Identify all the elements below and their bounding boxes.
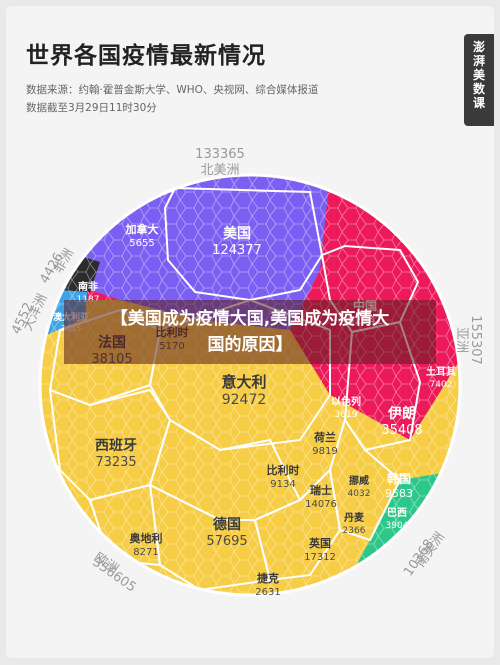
country-label: 比利时: [267, 463, 300, 477]
page-title: 世界各国疫情最新情况: [26, 43, 266, 69]
country-value: 9134: [270, 479, 295, 490]
country-label: 挪威: [349, 474, 369, 487]
country-value: 3619: [335, 410, 358, 420]
country-value: 2631: [255, 587, 280, 598]
country-label: 丹麦: [344, 511, 365, 524]
country-label: 加拿大: [125, 222, 159, 236]
brand-char: 美: [472, 68, 485, 82]
headline-banner: 【美国成为疫情大国,美国成为疫情大 国的原因】: [64, 300, 436, 364]
continent-label: 北美洲: [200, 163, 239, 178]
banner-line: 【美国成为疫情大国,美国成为疫情大: [110, 309, 390, 329]
brand-char: 湃: [472, 54, 485, 68]
continent-value: 155307: [468, 315, 483, 365]
country-label: 奥地利: [129, 531, 163, 545]
country-value: 124377: [212, 243, 262, 258]
country-value: 5655: [129, 238, 154, 249]
country-label: 韩国: [387, 471, 411, 486]
country-label: 土耳其: [426, 365, 456, 378]
chart-outline: [38, 173, 462, 597]
country-value: 8271: [133, 547, 158, 558]
country-label: 美国: [223, 225, 251, 242]
continent-value: 133365: [195, 147, 245, 162]
country-label: 荷兰: [313, 430, 336, 444]
country-value: 92472: [222, 392, 267, 408]
brand-badge: 澎 湃 美 数 课: [464, 34, 494, 126]
country-value: 35408: [381, 423, 422, 438]
brand-char: 数: [472, 82, 485, 96]
country-value: 57695: [206, 534, 247, 549]
country-label: 捷克: [257, 571, 279, 585]
country-label: 南非: [78, 280, 98, 293]
country-label: 英国: [308, 536, 331, 550]
data-source: 数据来源：约翰·霍普金斯大学、WHO、央视网、综合媒体报道: [26, 84, 319, 96]
country-value: 9583: [385, 487, 413, 500]
data-date: 数据截至3月29日11时30分: [26, 102, 157, 114]
continent-label: 亚洲: [454, 327, 469, 353]
country-value: 3904: [386, 521, 409, 531]
country-value: 7402: [430, 380, 453, 390]
country-label: 意大利: [221, 373, 266, 391]
brand-char: 澎: [472, 40, 485, 54]
country-value: 9819: [312, 446, 337, 457]
country-value: 2366: [343, 526, 366, 536]
cell-texture: [40, 175, 460, 595]
country-label: 瑞士: [310, 483, 332, 497]
country-value: 14076: [305, 499, 337, 510]
country-value: 4032: [348, 489, 371, 499]
country-label: 以色列: [331, 395, 361, 408]
brand-char: 课: [472, 96, 485, 110]
country-value: 17312: [304, 552, 336, 563]
country-label: 巴西: [387, 507, 407, 519]
country-value: 73235: [95, 455, 136, 470]
country-label: 伊朗: [387, 405, 416, 422]
country-label: 西班牙: [95, 437, 137, 454]
country-label: 德国: [213, 516, 241, 533]
banner-line: 国的原因】: [207, 335, 293, 355]
